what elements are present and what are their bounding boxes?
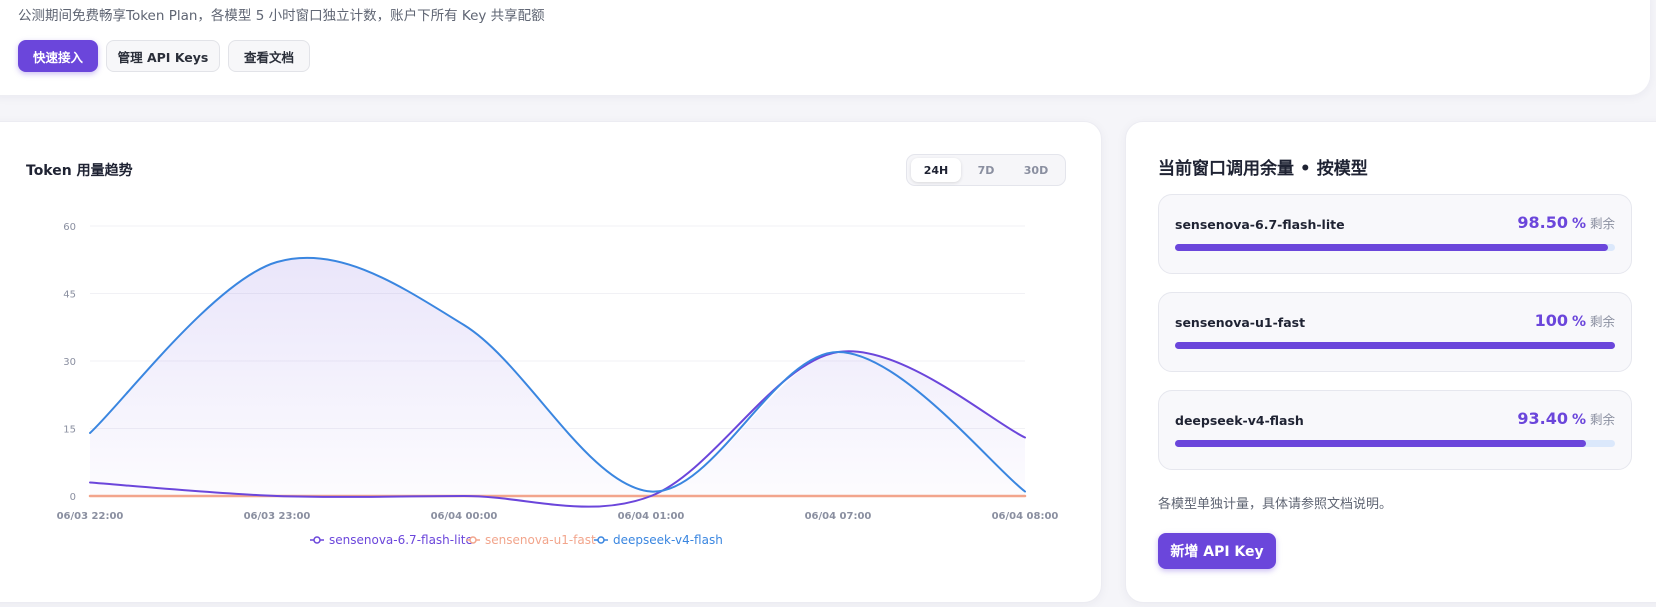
model-name: sensenova-6.7-flash-lite (1175, 217, 1345, 232)
usage-title: 当前窗口调用余量 • 按模型 (1158, 159, 1368, 179)
model-remaining: 100 % 剩余 (1535, 311, 1615, 330)
model-name: sensenova-u1-fast (1175, 315, 1306, 330)
token-trend-title: Token 用量趋势 (26, 163, 133, 179)
model-name: deepseek-v4-flash (1175, 413, 1304, 428)
x-tick-label: 06/03 23:00 (244, 511, 311, 522)
remaining-label: 剩余 (1589, 412, 1615, 427)
add-api-key-button[interactable]: 新增 API Key (1158, 533, 1276, 569)
model-usage-item: deepseek-v4-flash 93.40 % 剩余 (1158, 390, 1632, 470)
time-range-tabs: 24H 7D 30D (906, 154, 1066, 186)
series-line (89, 256, 1026, 493)
usage-progress-track (1175, 342, 1615, 349)
plan-subtitle: 公测期间免费畅享Token Plan，各模型 5 小时窗口独立计数，账户下所有 … (18, 8, 545, 24)
model-usage-item: sensenova-6.7-flash-lite 98.50 % 剩余 (1158, 194, 1632, 274)
tab-24h[interactable]: 24H (911, 158, 961, 182)
remaining-label: 剩余 (1589, 216, 1615, 231)
x-tick-label: 06/04 07:00 (805, 511, 872, 522)
x-tick-label: 06/04 01:00 (618, 511, 685, 522)
legend-marker-icon (597, 536, 605, 544)
area-fill (90, 257, 1025, 496)
series-line (89, 350, 1026, 508)
y-tick-label: 15 (63, 425, 76, 436)
legend-marker-icon (313, 536, 321, 544)
usage-note: 各模型单独计量，具体请参照文档说明。 (1158, 497, 1393, 512)
tab-30d[interactable]: 30D (1023, 163, 1049, 177)
view-docs-button[interactable]: 查看文档 (228, 40, 310, 72)
x-tick-label: 06/03 22:00 (57, 511, 124, 522)
usage-progress-fill (1175, 244, 1609, 251)
y-tick-label: 30 (63, 357, 76, 368)
remaining-label: 剩余 (1589, 314, 1615, 329)
remaining-percent: 100 (1534, 311, 1568, 330)
x-tick-label: 06/04 08:00 (992, 511, 1059, 522)
usage-progress-track (1175, 440, 1615, 447)
percent-unit: % (1571, 412, 1586, 428)
model-remaining: 93.40 % 剩余 (1517, 409, 1615, 428)
token-trend-chart: 0 15 30 45 60 06/03 22:00 06/03 23:00 06/04 00:… (57, 222, 1059, 547)
y-tick-label: 60 (63, 222, 76, 233)
legend-label: deepseek-v4-flash (613, 533, 723, 547)
legend-marker-icon (469, 536, 477, 544)
manage-api-keys-button[interactable]: 管理 API Keys (106, 40, 220, 72)
percent-unit: % (1571, 314, 1586, 330)
remaining-percent: 93.40 (1517, 409, 1568, 428)
usage-progress-fill (1175, 440, 1586, 447)
usage-progress-track (1175, 244, 1615, 251)
remaining-percent: 98.50 (1517, 213, 1568, 232)
x-tick-label: 06/04 00:00 (431, 511, 498, 522)
y-tick-label: 0 (70, 492, 76, 503)
quick-start-button[interactable]: 快速接入 (18, 40, 98, 72)
model-remaining: 98.50 % 剩余 (1517, 213, 1615, 232)
percent-unit: % (1571, 216, 1586, 232)
legend-label: sensenova-u1-fast (485, 533, 596, 547)
usage-progress-fill (1175, 342, 1615, 349)
model-usage-item: sensenova-u1-fast 100 % 剩余 (1158, 292, 1632, 372)
tab-7d[interactable]: 7D (977, 163, 995, 177)
legend-label: sensenova-6.7-flash-lite (329, 533, 473, 547)
y-tick-label: 45 (63, 290, 76, 301)
